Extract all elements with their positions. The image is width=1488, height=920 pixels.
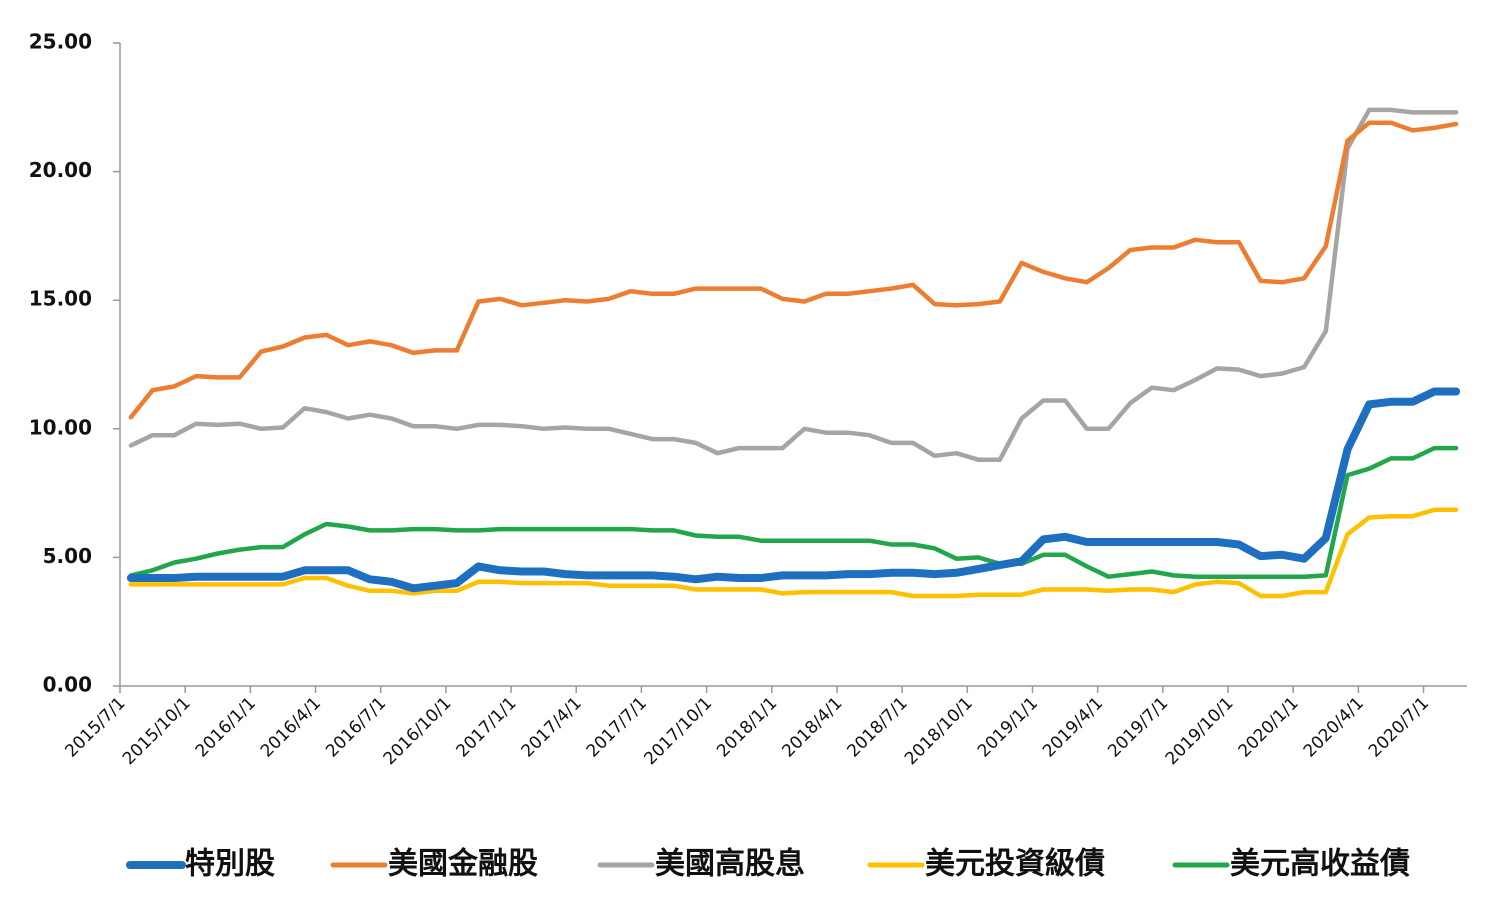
x-tick-label: 2018/4/1	[778, 693, 846, 761]
x-tick-label: 2017/7/1	[583, 693, 651, 761]
legend-label: 特別股	[185, 847, 275, 882]
y-tick-label: 10.00	[29, 415, 92, 439]
legend-label: 美元高收益債	[1230, 847, 1410, 882]
series-line	[126, 387, 1461, 593]
x-tick-label: 2019/4/1	[1039, 693, 1107, 761]
x-tick-label: 2018/10/1	[901, 693, 977, 769]
x-tick-label: 2018/7/1	[844, 693, 912, 761]
y-tick-label: 5.00	[43, 544, 92, 568]
x-tick-label: 2016/1/1	[192, 693, 260, 761]
y-tick-label: 0.00	[43, 673, 92, 697]
y-tick-label: 15.00	[29, 287, 92, 311]
x-tick-label: 2019/7/1	[1104, 693, 1172, 761]
x-tick-label: 2019/10/1	[1162, 693, 1238, 769]
x-tick-label: 2020/4/1	[1300, 693, 1368, 761]
x-tick-label: 2019/1/1	[974, 693, 1042, 761]
x-tick-label: 2017/10/1	[640, 693, 716, 769]
x-tick-label: 2016/4/1	[257, 693, 325, 761]
series-line	[128, 507, 1459, 599]
x-tick-label: 2015/10/1	[119, 693, 195, 769]
series-line	[128, 120, 1459, 420]
y-tick-label: 25.00	[29, 30, 92, 54]
x-tick-label: 2018/1/1	[713, 693, 781, 761]
x-tick-label: 2017/4/1	[518, 693, 586, 761]
x-tick-label: 2015/7/1	[61, 693, 129, 761]
x-tick-label: 2017/1/1	[452, 693, 520, 761]
x-tick-label: 2016/10/1	[380, 693, 456, 769]
legend-label: 美元投資級債	[925, 847, 1105, 882]
x-tick-label: 2020/1/1	[1235, 693, 1303, 761]
x-tick-label: 2020/7/1	[1365, 693, 1433, 761]
x-tick-label: 2016/7/1	[322, 693, 390, 761]
series-line	[128, 107, 1459, 462]
series-line	[128, 445, 1459, 579]
y-tick-label: 20.00	[29, 158, 92, 182]
legend-label: 美國金融股	[388, 847, 538, 882]
legend-label: 美國高股息	[655, 847, 805, 882]
